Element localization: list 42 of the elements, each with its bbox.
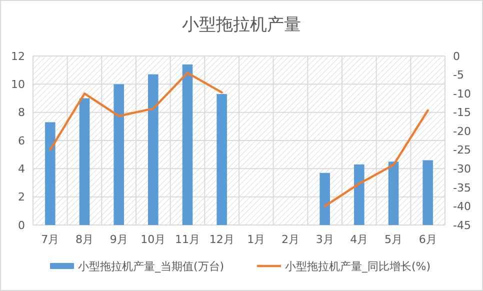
x-tick-label: 4月 [350,233,368,246]
x-tick-label: 8月 [76,233,94,246]
chart-title: 小型拖拉机产量 [182,15,301,35]
bar [422,160,433,225]
bar [182,64,193,225]
y2-tick-label: -30 [453,162,471,176]
y-tick-label: 0 [18,218,25,232]
x-tick-label: 2月 [282,233,300,246]
bar [45,122,56,225]
x-tick-label: 1月 [247,233,266,246]
y-tick-label: 8 [18,106,25,120]
x-tick-label: 7月 [41,233,60,246]
y2-tick-label: -35 [453,181,471,194]
bar [216,94,227,225]
legend-label: 小型拖拉机产量_当期值(万台) [78,260,224,273]
x-tick-label: 10月 [140,233,166,246]
y2-tick-label: 0 [453,50,460,63]
x-tick-label: 9月 [110,233,128,246]
bar [79,98,90,225]
x-tick-label: 5月 [384,233,402,246]
bar [388,162,399,225]
bar [320,172,330,225]
y-tick-label: 4 [18,162,25,176]
y2-tick-label: -40 [453,200,471,214]
y2-tick-label: -20 [453,124,471,138]
legend-label: 小型拖拉机产量_同比增长(%) [285,260,431,273]
x-tick-label: 6月 [418,233,437,246]
y-tick-label: 12 [11,50,25,63]
y-tick-label: 10 [11,78,25,92]
y2-tick-label: -45 [453,218,471,232]
bar [114,84,124,225]
x-tick-label: 3月 [316,233,334,246]
y2-tick-label: -15 [453,106,471,120]
y2-tick-label: -25 [453,144,471,157]
bar [148,74,158,225]
y2-tick-label: -5 [453,68,464,82]
x-tick-label: 12月 [209,233,234,246]
x-tick-label: 11月 [175,233,200,246]
bar [354,164,364,225]
y2-tick-label: -10 [453,87,471,100]
y-tick-label: 6 [18,134,25,148]
y-tick-label: 2 [18,190,25,204]
